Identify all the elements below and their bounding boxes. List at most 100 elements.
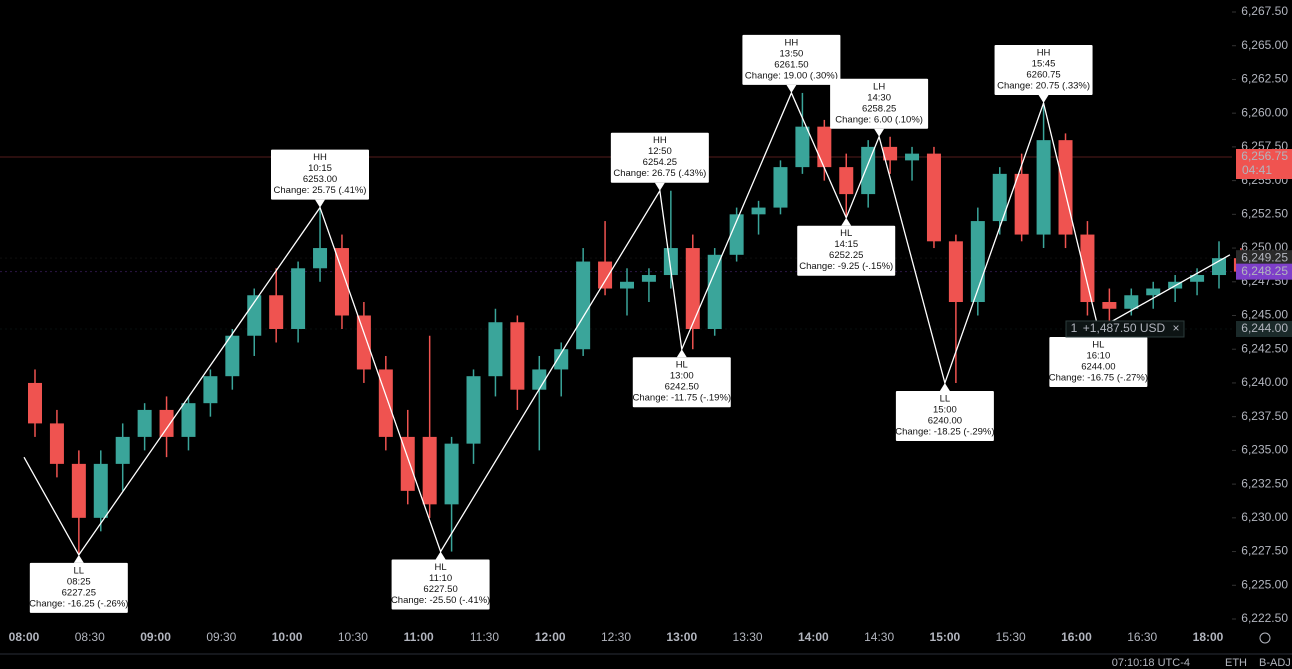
- pivot-text: 6258.25: [862, 103, 896, 114]
- price-badge: [1236, 263, 1292, 280]
- pivot-text: Change: -25.50 (-.41%): [391, 595, 490, 606]
- price-badge: [1236, 320, 1292, 337]
- candle-body: [466, 376, 481, 444]
- pivot-text: 6244.00: [1081, 362, 1115, 373]
- x-tick-label: 09:30: [206, 630, 236, 644]
- candle-body: [334, 248, 349, 316]
- candle-body: [707, 254, 722, 329]
- pivot-text: Change: 19.00 (.30%): [745, 70, 838, 81]
- pivot-text: 6254.25: [643, 157, 677, 168]
- pivot-box: [830, 78, 929, 129]
- pivot-text: 6261.50: [774, 59, 808, 70]
- y-tick-label: 6,235.00: [1241, 443, 1288, 457]
- pivot-pointer: [1038, 95, 1049, 104]
- candle-body: [510, 322, 525, 390]
- pivot-text: Change: -18.25 (-.29%): [895, 426, 994, 437]
- y-tick-label: 6,240.00: [1241, 375, 1288, 389]
- x-tick-label: 16:30: [1127, 630, 1157, 644]
- pivot-text: 12:50: [648, 146, 672, 157]
- pivot-box: [271, 149, 369, 200]
- candle-body: [1124, 295, 1139, 309]
- pivot-text: 14:30: [867, 92, 891, 103]
- pivot-text: 6240.00: [928, 415, 962, 426]
- x-tick-label: 11:30: [470, 630, 499, 644]
- candle-body: [49, 423, 64, 464]
- position-close[interactable]: ×: [1172, 321, 1179, 335]
- candle-body: [598, 261, 613, 289]
- pivot-text: 16:10: [1086, 351, 1110, 362]
- pivot-text: 14:15: [834, 239, 858, 250]
- candle-body: [926, 153, 941, 242]
- pivot-text: HH: [313, 152, 327, 163]
- y-tick-label: 6,232.50: [1241, 476, 1288, 490]
- candle-body: [93, 463, 108, 518]
- y-tick-label: 6,227.50: [1241, 544, 1288, 558]
- x-tick-label: 12:30: [601, 630, 631, 644]
- y-tick-label: 6,242.50: [1241, 341, 1288, 355]
- price-badge-label: 6,249.25: [1241, 250, 1288, 264]
- pivot-text: 6227.25: [62, 587, 96, 598]
- candle-body: [554, 349, 569, 370]
- candle-body: [1102, 302, 1117, 309]
- candle-body: [795, 126, 810, 168]
- y-tick-label: 6,225.00: [1241, 577, 1288, 591]
- x-tick-label: 13:30: [733, 630, 763, 644]
- y-tick-label: 6,260.00: [1241, 105, 1288, 119]
- x-tick-label: 09:00: [140, 630, 171, 644]
- price-badge-label: 6,248.25: [1241, 264, 1288, 278]
- y-tick-label: 6,265.00: [1241, 38, 1288, 52]
- adjust[interactable]: B-ADJ: [1259, 657, 1291, 669]
- candle-body: [137, 409, 152, 437]
- candle-body: [1058, 140, 1073, 235]
- candle-body: [751, 207, 766, 215]
- pivot-text: Change: -16.75 (-.27%): [1049, 373, 1148, 384]
- candle-body: [663, 248, 678, 276]
- pivot-text: Change: 26.75 (.43%): [613, 168, 706, 179]
- price-badge: [1236, 250, 1292, 267]
- settings-icon[interactable]: [1259, 632, 1271, 644]
- session[interactable]: ETH: [1225, 657, 1247, 669]
- y-tick-label: 6,267.50: [1241, 4, 1288, 18]
- candle-body: [839, 167, 854, 195]
- pivot-box: [895, 390, 994, 441]
- candle-body: [115, 436, 130, 464]
- pivot-text: 6260.75: [1026, 70, 1060, 81]
- candle-body: [773, 167, 788, 208]
- pivot-text: HH: [1037, 48, 1051, 59]
- candle-body: [313, 248, 328, 269]
- pivot-pointer: [654, 182, 665, 191]
- pivot-box: [632, 357, 731, 408]
- candle-body: [861, 146, 876, 195]
- candle-body: [905, 153, 920, 161]
- pivot-text: Change: 6.00 (.10%): [835, 114, 923, 125]
- candle-body: [203, 376, 218, 404]
- x-tick-label: 10:30: [338, 630, 368, 644]
- x-tick-label: 11:00: [404, 630, 434, 644]
- x-tick-label: 08:30: [75, 630, 105, 644]
- pivot-text: 15:00: [933, 404, 957, 415]
- x-tick-label: 16:00: [1061, 630, 1092, 644]
- pivot-text: 6227.50: [423, 584, 457, 595]
- position-qty: 1: [1071, 321, 1078, 335]
- candle-body: [269, 295, 284, 329]
- x-tick-label: 14:00: [798, 630, 829, 644]
- position-pnl: +1,487.50 USD: [1083, 321, 1166, 335]
- pivot-text: HL: [676, 360, 688, 371]
- pivot-text: HH: [653, 135, 667, 146]
- pivot-box: [391, 559, 490, 610]
- pivot-pointer: [786, 84, 797, 93]
- candle-body: [247, 295, 262, 336]
- candle-body: [1014, 173, 1029, 235]
- x-tick-label: 13:00: [666, 630, 697, 644]
- candle-body: [1036, 140, 1051, 235]
- pivot-pointer: [841, 217, 852, 226]
- y-tick-label: 6,237.50: [1241, 409, 1288, 423]
- pivot-text: 10:15: [308, 163, 332, 174]
- candle-body: [970, 221, 985, 303]
- countdown: 04:41: [1242, 163, 1272, 177]
- pivot-text: 13:50: [780, 48, 804, 59]
